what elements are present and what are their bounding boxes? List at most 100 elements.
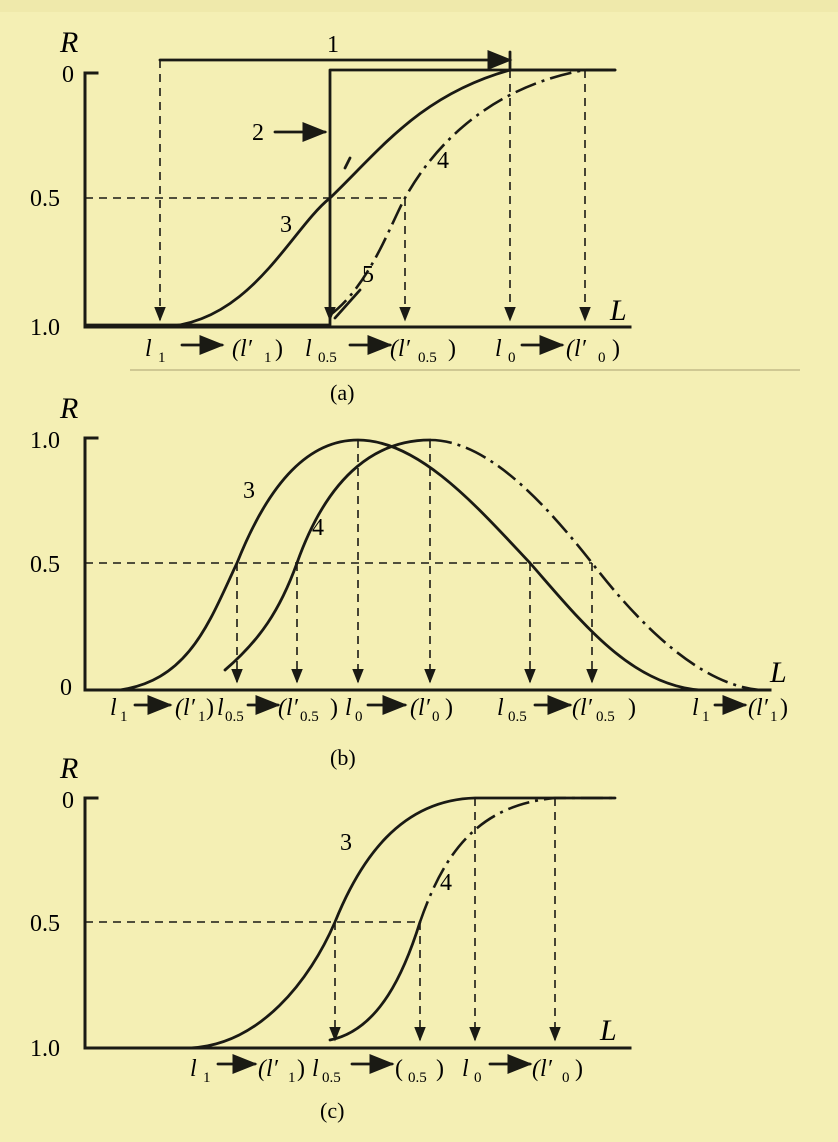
panel-b-caption: (b) [330, 745, 356, 770]
panel-a-marker-l1p-close: ) [275, 336, 283, 362]
panel-c-ytick-0.5: 0.5 [30, 911, 60, 937]
panel-b-curve-3-number: 3 [243, 478, 255, 504]
panel-b-marker-l0p-sub: 0 [432, 709, 440, 725]
panel-a-marker-l1: l [145, 336, 152, 362]
panel-c-marker-l0p-sub: 0 [562, 1070, 570, 1086]
curve-4 [329, 68, 615, 317]
panel-b-marker-l1-sub: 1 [120, 709, 128, 725]
panel-a-x-label: L [609, 294, 627, 327]
panel-a-marker-l05p: (l′ [390, 336, 411, 362]
panel-b-ytick-1.0: 1.0 [30, 428, 60, 454]
curve-3-tick-mark [343, 156, 352, 170]
panel-b-marker-r1p: (l′ [748, 695, 769, 721]
panel-b-marker-r05p-close: ) [628, 695, 636, 721]
panel-c-marker-l1p: (l′ [258, 1056, 279, 1082]
curve-5-pointer [333, 288, 362, 320]
curve-4-number: 4 [437, 148, 449, 174]
panel-c-curve-4-upper [418, 796, 615, 923]
panel-c-curve-3-number: 3 [340, 830, 352, 856]
curve-1-number: 1 [327, 32, 339, 58]
panel-b-marker-r05-sub: 0.5 [508, 709, 527, 725]
panel-c-marker-l1p-sub: 1 [288, 1070, 296, 1086]
panel-b-marker-l05p-close: ) [330, 695, 338, 721]
panel-b-marker-l05-sub: 0.5 [225, 709, 244, 725]
panel-b-marker-r1p-sub: 1 [770, 709, 778, 725]
curve-5-number: 5 [362, 262, 374, 288]
panel-a-ytick-0.5: 0.5 [30, 186, 60, 212]
panel-b-marker-l0-sub: 0 [355, 709, 363, 725]
panel-c-marker-l05-sub: 0.5 [322, 1070, 341, 1086]
curve-2-number: 2 [252, 120, 264, 146]
panel-c-curve-3 [188, 796, 617, 1050]
panel-c-ytick-1.0: 1.0 [30, 1036, 60, 1062]
panel-c-marker-l0p-close: ) [575, 1056, 583, 1082]
panel-a-caption: (a) [330, 380, 354, 405]
panel-b-marker-r1p-close: ) [780, 695, 788, 721]
panel-c-marker-l05p: ( [395, 1056, 403, 1082]
curve-3-number: 3 [280, 212, 292, 238]
panel-c-ytick-0: 0 [62, 788, 74, 814]
panel-b-curve-4-number: 4 [312, 515, 324, 541]
panel-b-marker-l05p-sub: 0.5 [300, 709, 319, 725]
panel-b-x-markers: l 1 (l′ 1 ) l 0.5 (l′ 0.5 ) l 0 (l′ 0 ) … [110, 694, 788, 725]
panel-b-marker-l05p: (l′ [278, 695, 299, 721]
panel-b-x-label: L [769, 656, 787, 689]
panel-c-marker-l1p-close: ) [297, 1056, 305, 1082]
panel-b-curve-3 [118, 438, 702, 692]
panel-b-marker-r05: l [497, 695, 504, 721]
panel-a-marker-l0p: (l′ [566, 336, 587, 362]
panel-a-marker-l05p-close: ) [448, 336, 456, 362]
panel-a-marker-l0p-close: ) [612, 336, 620, 362]
panel-b-marker-r1: l [692, 695, 699, 721]
panel-a-marker-l0p-sub: 0 [598, 350, 606, 366]
panel-c-marker-l0p: (l′ [532, 1056, 553, 1082]
panel-b-ytick-0: 0 [60, 675, 72, 701]
panel-b-marker-r05p-sub: 0.5 [596, 709, 615, 725]
panel-c-x-markers: l 1 (l′ 1 ) l 0.5 ( 0.5 ) l 0 (l′ 0 ) [190, 1053, 583, 1086]
panel-c-marker-l1-sub: 1 [203, 1070, 211, 1086]
panel-c-marker-l1: l [190, 1056, 197, 1082]
panel-a-marker-l1p: (l′ [232, 336, 253, 362]
panel-b-marker-r1-sub: 1 [702, 709, 710, 725]
panel-b-ytick-0.5: 0.5 [30, 552, 60, 578]
panel-b: R L 1.0 0.5 0 3 4 l 1 (l′ 1 ) l 0.5 (l′ [30, 392, 788, 770]
page-top-band [0, 0, 838, 12]
panel-c-marker-l05p-sub: 0.5 [408, 1070, 427, 1086]
panel-a-y-label: R [59, 26, 78, 59]
panel-c-y-label: R [59, 752, 78, 785]
panel-a-marker-l05-sub: 0.5 [318, 350, 337, 366]
panel-a-marker-l0: l [495, 336, 502, 362]
panel-b-marker-l0p-close: ) [445, 695, 453, 721]
panel-c-curve-4-number: 4 [440, 870, 452, 896]
curve-2-step [83, 68, 617, 327]
panel-a: R L 0 0.5 1.0 1 2 3 4 5 l 1 [30, 26, 632, 405]
panel-c-marker-l0-sub: 0 [474, 1070, 482, 1086]
panel-c-marker-l0: l [462, 1056, 469, 1082]
panel-c-curve-4-lower [328, 920, 422, 1042]
panel-a-marker-l05p-sub: 0.5 [418, 350, 437, 366]
panel-b-marker-l1p-sub: 1 [198, 709, 206, 725]
panel-b-y-label: R [59, 392, 78, 425]
panel-b-marker-l05: l [217, 695, 224, 721]
panel-a-ytick-1.0: 1.0 [30, 315, 60, 341]
panel-a-marker-l0-sub: 0 [508, 350, 516, 366]
panel-a-marker-l05: l [305, 336, 312, 362]
panel-b-marker-l1p: (l′ [175, 695, 196, 721]
panel-a-x-markers: l 1 (l′ 1 ) l 0.5 (l′ 0.5 ) l 0 (l′ 0 ) [145, 334, 620, 366]
panel-b-marker-l0p: (l′ [410, 695, 431, 721]
panel-a-marker-l1p-sub: 1 [264, 350, 272, 366]
panel-b-marker-l0: l [345, 695, 352, 721]
panel-c: R L 0 0.5 1.0 3 4 l 1 (l′ 1 ) l 0.5 ( 0.… [30, 752, 632, 1123]
panel-c-caption: (c) [320, 1098, 344, 1123]
panel-a-marker-l1-sub: 1 [158, 350, 166, 366]
panel-b-marker-l1p-close: ) [206, 695, 214, 721]
panel-b-marker-l1: l [110, 695, 117, 721]
panel-b-marker-r05p: (l′ [572, 695, 593, 721]
panel-c-marker-l05: l [312, 1056, 319, 1082]
panel-b-curve-4-rise [223, 438, 432, 672]
panel-b-curve-4-fall [429, 438, 761, 692]
panel-c-marker-l05p-close: ) [436, 1056, 444, 1082]
panel-c-x-label: L [599, 1014, 617, 1047]
panel-a-ytick-0: 0 [62, 62, 74, 88]
